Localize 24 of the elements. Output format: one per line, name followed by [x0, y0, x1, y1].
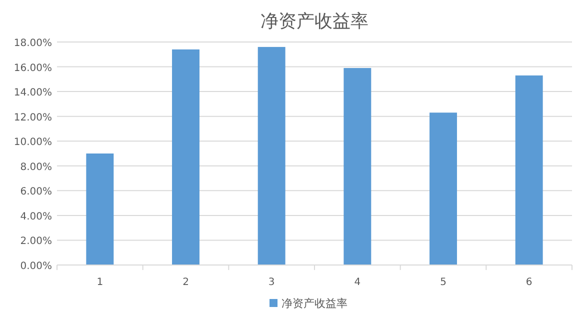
legend-label: 净资产收益率 — [282, 297, 348, 310]
y-tick-label: 10.00% — [14, 137, 52, 148]
x-tick-label: 2 — [182, 277, 189, 288]
bar — [344, 68, 372, 265]
y-tick-label: 16.00% — [14, 62, 52, 74]
x-tick-label: 5 — [440, 277, 446, 288]
y-tick-label: 2.00% — [20, 236, 52, 248]
bar — [86, 154, 114, 265]
bar — [430, 112, 457, 265]
y-tick-label: 18.00% — [14, 38, 52, 49]
x-tick-label: 4 — [354, 277, 361, 288]
y-tick-label: 14.00% — [14, 88, 52, 99]
x-tick-label: 3 — [268, 277, 275, 288]
y-tick-label: 0.00% — [20, 261, 52, 272]
x-tick-label: 1 — [96, 277, 104, 288]
chart-title: 净资产收益率 — [260, 11, 368, 32]
y-tick-label: 8.00% — [20, 162, 52, 173]
x-tick-label: 6 — [526, 277, 532, 288]
bar — [258, 46, 286, 265]
y-tick-label: 12.00% — [14, 112, 52, 124]
bar — [515, 75, 543, 265]
y-tick-label: 6.00% — [20, 186, 52, 198]
y-tick-label: 4.00% — [20, 211, 52, 222]
bar — [172, 49, 200, 265]
